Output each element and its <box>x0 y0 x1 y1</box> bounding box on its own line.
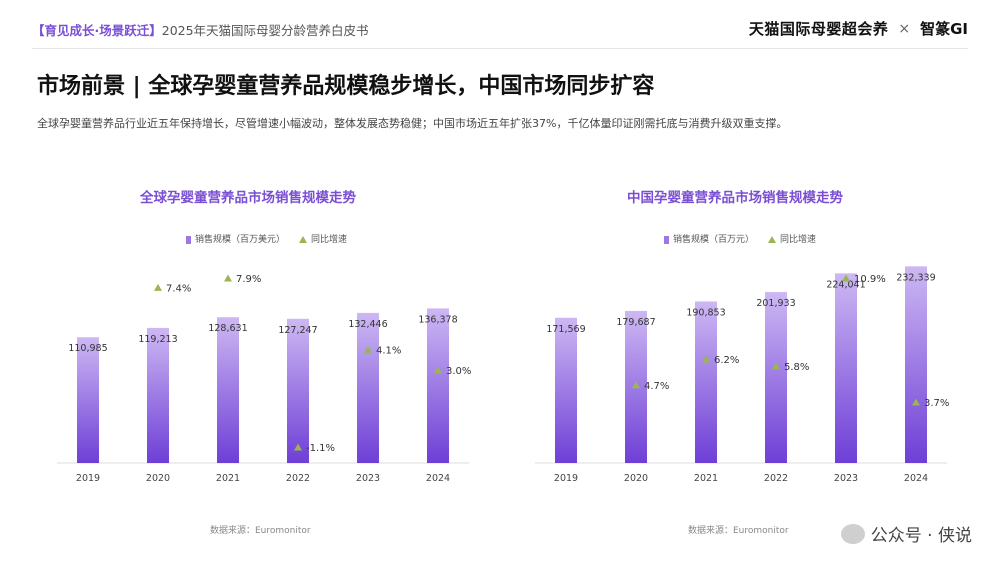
legend-triangle-swatch <box>299 236 308 243</box>
growth-label: 10.9% <box>854 274 886 285</box>
x-tick-label: 2021 <box>694 473 718 484</box>
x-tick-label: 2020 <box>624 473 648 484</box>
legend-label-growth: 同比增速 <box>311 235 348 245</box>
growth-marker <box>364 345 372 353</box>
bar-value-label: 110,985 <box>68 343 107 354</box>
wechat-icon <box>840 523 865 544</box>
x-tick-label: 2021 <box>216 473 240 484</box>
growth-marker <box>224 274 232 282</box>
legend-item-sales: 销售规模（百万元） <box>664 232 754 245</box>
bar-value-label: 127,247 <box>278 325 317 336</box>
report-tag: 【育见成长·场景跃迁】 <box>32 23 162 38</box>
bar-value-label: 119,213 <box>138 334 177 345</box>
growth-marker <box>294 443 302 451</box>
growth-label: -1.1% <box>306 443 335 454</box>
page-title: 市场前景 | 全球孕婴童营养品规模稳步增长，中国市场同步扩容 <box>37 74 655 99</box>
bar-value-label: 224,041 <box>826 279 865 290</box>
report-name: 2025年天猫国际母婴分龄营养白皮书 <box>161 23 369 38</box>
growth-label: 5.8% <box>784 362 809 373</box>
legend-item-growth: 同比增速 <box>299 232 347 245</box>
source-note-global: 数据来源：Euromonitor <box>210 526 311 536</box>
bar-value-label: 171,569 <box>546 324 585 335</box>
legend-bar-swatch <box>186 235 191 244</box>
bar-2024 <box>905 266 927 463</box>
chart-legend-china: 销售规模（百万元） 同比增速 <box>664 232 816 245</box>
legend-label-sales: 销售规模（百万美元） <box>195 235 286 245</box>
legend-item-sales: 销售规模（百万美元） <box>186 232 285 245</box>
legend-bar-swatch <box>664 235 669 244</box>
brand-tmall-logo: 天猫国际母婴超会养 <box>748 20 889 38</box>
legend-item-growth: 同比增速 <box>768 232 816 245</box>
growth-marker <box>632 381 640 389</box>
growth-marker <box>842 274 850 282</box>
bar-2019 <box>77 337 99 463</box>
growth-marker <box>912 398 920 406</box>
growth-marker <box>772 362 780 370</box>
bar-2022 <box>287 318 309 463</box>
x-tick-label: 2022 <box>764 473 788 484</box>
bar-value-label: 201,933 <box>756 298 795 309</box>
report-header: 【育见成长·场景跃迁】2025年天猫国际母婴分龄营养白皮书 <box>32 20 369 39</box>
chart-legend-global: 销售规模（百万美元） 同比增速 <box>186 232 347 245</box>
bar-value-label: 232,339 <box>896 272 935 283</box>
x-tick-label: 2023 <box>834 473 858 484</box>
growth-marker <box>434 366 442 374</box>
bar-2023 <box>835 273 857 463</box>
bar-value-label: 179,687 <box>616 317 655 328</box>
x-tick-label: 2023 <box>356 473 380 484</box>
x-tick-label: 2020 <box>146 473 170 484</box>
growth-label: 3.7% <box>924 398 949 409</box>
legend-label-sales: 销售规模（百万元） <box>673 235 755 245</box>
x-tick-label: 2022 <box>286 473 310 484</box>
bar-2022 <box>765 292 787 463</box>
wechat-watermark: 公众号 · 侠说 <box>840 521 972 546</box>
growth-label: 6.2% <box>714 355 739 366</box>
bar-value-label: 132,446 <box>348 319 387 330</box>
x-tick-label: 2019 <box>76 473 100 484</box>
legend-triangle-swatch <box>768 236 777 243</box>
brand-logos: 天猫国际母婴超会养 × 智篆GI <box>749 18 968 39</box>
chart-title-china: 中国孕婴童营养品市场销售规模走势 <box>627 190 843 206</box>
growth-label: 3.0% <box>446 366 471 377</box>
legend-label-growth: 同比增速 <box>780 235 817 245</box>
header-divider <box>32 48 968 49</box>
x-tick-label: 2024 <box>426 473 450 484</box>
growth-marker <box>702 355 710 363</box>
page-subtitle: 全球孕婴童营养品行业近五年保持增长，尽管增速小幅波动，整体发展态势稳健；中国市场… <box>37 117 788 130</box>
bar-2021 <box>217 317 239 463</box>
bar-2024 <box>427 308 449 463</box>
brand-separator: × <box>898 20 911 37</box>
growth-label: 4.7% <box>644 381 669 392</box>
chart-title-global: 全球孕婴童营养品市场销售规模走势 <box>140 190 356 206</box>
bar-value-label: 190,853 <box>686 307 725 318</box>
watermark-text: 公众号 · 侠说 <box>870 526 972 546</box>
chart-china: 171,569 2019 179,687 2020 4.7% 190,853 2021 6.2… <box>535 266 949 484</box>
bar-2019 <box>555 317 577 463</box>
growth-marker <box>154 283 162 291</box>
x-tick-label: 2024 <box>904 473 928 484</box>
growth-label: 7.4% <box>166 283 191 294</box>
x-tick-label: 2019 <box>554 473 578 484</box>
brand-gi-logo: 智篆GI <box>920 20 968 38</box>
chart-global: 110,985 2019 119,213 2020 7.4% 128,631 2021 7.9… <box>57 274 471 484</box>
growth-label: 7.9% <box>236 274 261 285</box>
bar-2021 <box>695 301 717 463</box>
bar-value-label: 136,378 <box>418 314 457 325</box>
top-bar: 【育见成长·场景跃迁】2025年天猫国际母婴分龄营养白皮书 天猫国际母婴超会养 … <box>0 0 1000 48</box>
bar-value-label: 128,631 <box>208 323 247 334</box>
bar-2020 <box>147 327 169 463</box>
growth-label: 4.1% <box>376 345 401 356</box>
source-note-china: 数据来源：Euromonitor <box>688 526 789 536</box>
bar-2023 <box>357 312 379 463</box>
